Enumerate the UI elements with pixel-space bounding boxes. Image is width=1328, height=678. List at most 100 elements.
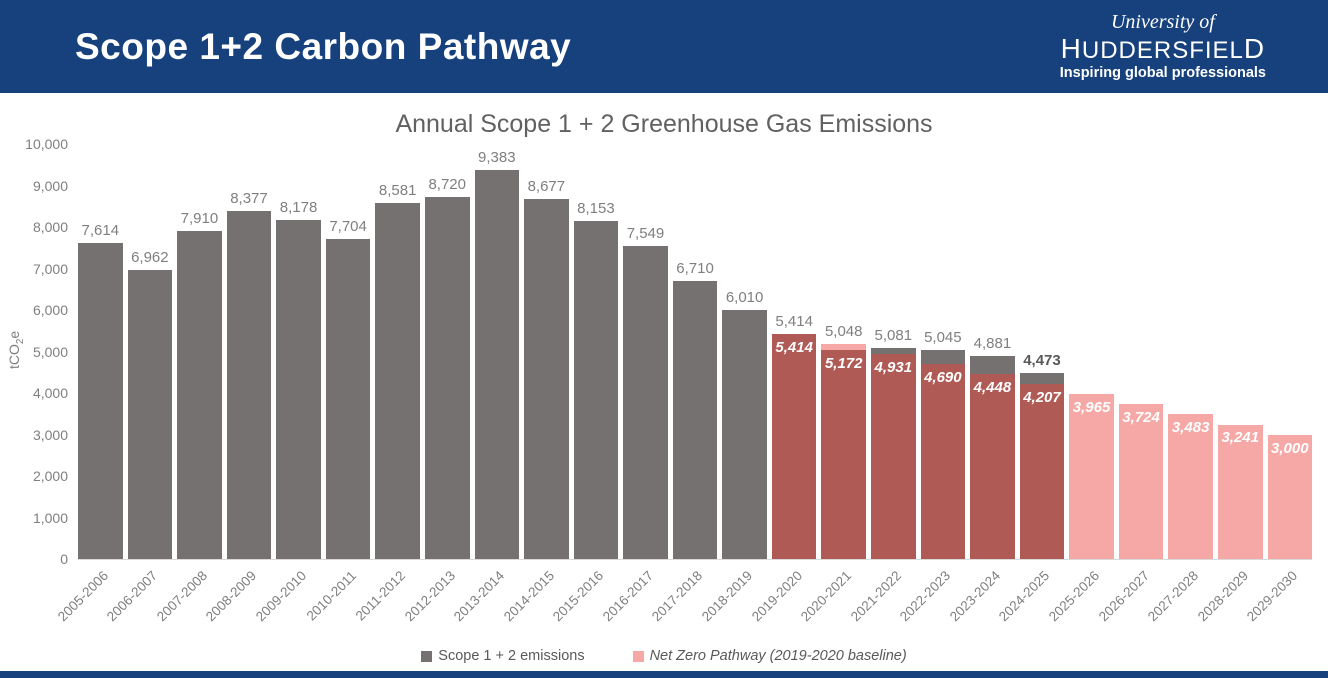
- bar-2009-2010: [276, 219, 321, 559]
- bar-slot-2014-2015: 8,677 2014-2015: [501, 144, 569, 624]
- x-axis-label: 2029-2030: [1244, 568, 1301, 625]
- bar-2029-2030: [1267, 434, 1313, 559]
- x-axis-label: 2023-2024: [946, 568, 1004, 625]
- bar-slot-2010-2011: 7,704 2010-2011: [303, 144, 371, 624]
- data-label-pathway: 3,965: [1072, 399, 1111, 417]
- bar-2028-2029: [1217, 424, 1263, 559]
- bar-2008-2009: [226, 211, 272, 559]
- data-label-emissions: 6,962: [131, 249, 169, 267]
- bar-segment-emissions: [573, 220, 619, 559]
- data-label-pathway: 3,000: [1271, 439, 1309, 457]
- data-label-pathway: 5,414: [775, 339, 813, 357]
- logo-tagline: Inspiring global professionals: [1059, 65, 1266, 82]
- y-tick: 0: [60, 551, 68, 567]
- x-axis-label: 2009-2010: [252, 568, 310, 625]
- x-axis-label: 2013-2014: [451, 568, 508, 625]
- bar-slot-2027-2028: 3,483 2027-2028: [1145, 144, 1213, 624]
- data-label-emissions: 6,010: [725, 288, 764, 306]
- bar-2005-2006: [78, 243, 123, 559]
- bar-segment-pathway: [1118, 404, 1164, 559]
- bar-segment-overlap: [821, 349, 866, 559]
- bar-segment-emissions: [474, 169, 520, 559]
- bar-segment-emissions: [672, 280, 718, 559]
- bar-2020-2021: [821, 344, 866, 559]
- x-axis-label: 2022-2023: [897, 568, 954, 625]
- bar-2026-2027: [1118, 404, 1164, 559]
- data-label-pathway: 5,172: [824, 354, 863, 372]
- data-label-pathway: 4,931: [874, 359, 913, 377]
- bar-segment-emissions: [524, 198, 569, 559]
- bar-2019-2020: [771, 334, 817, 559]
- y-tick: 4,000: [32, 385, 68, 401]
- bar-2010-2011: [325, 239, 371, 559]
- x-axis-label: 2026-2027: [1095, 568, 1152, 625]
- y-tick: 10,000: [25, 136, 68, 152]
- bar-segment-emissions: [325, 239, 371, 559]
- legend-label: Scope 1 + 2 emissions: [438, 648, 585, 664]
- bar-segment-pathway: [1069, 394, 1114, 559]
- bar-segment-emissions: [177, 230, 222, 559]
- bar-slot-2025-2026: 3,965 2025-2026: [1046, 144, 1114, 624]
- bar-segment-emissions: [722, 309, 767, 559]
- x-axis-label: 2020-2021: [798, 568, 855, 625]
- x-axis-label: 2019-2020: [748, 568, 805, 625]
- data-label-emissions: 8,178: [279, 198, 318, 216]
- legend-item: Net Zero Pathway (2019-2020 baseline): [632, 648, 907, 664]
- bar-2024-2025: [1019, 373, 1065, 559]
- x-axis-label: 2006-2007: [104, 568, 161, 625]
- data-label-emissions: 4,473: [1023, 352, 1061, 370]
- bar-segment-overlap: [871, 354, 916, 559]
- bar-2016-2017: [623, 245, 668, 559]
- data-label-emissions: 5,081: [874, 327, 913, 345]
- bar-slot-2015-2016: 8,153 2015-2016: [550, 144, 619, 624]
- data-label-emissions: 9,383: [478, 148, 516, 166]
- legend-swatch-icon: [421, 650, 433, 662]
- bar-segment-emissions: [127, 270, 173, 559]
- y-tick: 1,000: [32, 509, 68, 526]
- bar-slot-2024-2025: 4,473 4,207 2024-2025: [996, 144, 1065, 624]
- bar-slot-2026-2027: 3,724 2026-2027: [1095, 144, 1164, 624]
- data-label-pathway: 3,241: [1221, 429, 1259, 447]
- y-tick: 3,000: [32, 426, 68, 443]
- data-label-emissions: 8,581: [378, 181, 417, 199]
- bar-2015-2016: [573, 220, 619, 559]
- x-axis-label: 2008-2009: [203, 568, 260, 625]
- data-label-pathway: 4,448: [973, 379, 1012, 397]
- bar-segment-emissions: [1019, 373, 1065, 385]
- x-axis-label: 2015-2016: [550, 568, 607, 625]
- x-axis-label: 2014-2015: [500, 568, 557, 625]
- bar-2017-2018: [672, 280, 718, 559]
- y-axis-title-text2: e: [6, 330, 23, 339]
- bar-segment-emissions: [78, 243, 123, 559]
- data-label-pathway: 4,207: [1023, 389, 1061, 407]
- bar-segment-overlap: [1019, 384, 1065, 559]
- logo-university-of: University of: [1110, 11, 1215, 33]
- bar-2018-2019: [722, 309, 767, 559]
- bar-slot-2009-2010: 8,178 2009-2010: [253, 144, 321, 624]
- header-banner: Scope 1+2 Carbon Pathway University of H…: [0, 0, 1328, 93]
- legend-item: Scope 1 + 2 emissions: [421, 648, 585, 664]
- bar-segment-emissions: [920, 349, 966, 365]
- bar-2007-2008: [177, 230, 222, 559]
- bar-segment-pathway: [1168, 414, 1213, 559]
- data-label-pathway: 3,483: [1171, 419, 1210, 437]
- x-axis-label: 2021-2022: [847, 568, 904, 625]
- data-label-emissions: 7,704: [329, 218, 367, 236]
- data-label-emissions: 6,710: [676, 259, 714, 277]
- data-label-emissions: 5,045: [924, 328, 962, 346]
- bar-2023-2024: [970, 356, 1015, 559]
- data-label-emissions: 7,910: [180, 209, 219, 227]
- bar-slot-2016-2017: 7,549 2016-2017: [600, 144, 668, 624]
- x-axis-label: 2012-2013: [401, 568, 458, 625]
- bar-segment-emissions: [424, 197, 470, 559]
- data-label-pathway: 4,690: [924, 369, 962, 387]
- legend-swatch-icon: [632, 650, 644, 662]
- bars-layer: 7,614 2005-2006 6,962 2006-2007 7,910 2007-20…: [55, 144, 1313, 624]
- bar-2021-2022: [871, 348, 916, 559]
- bar-segment-emissions: [375, 202, 420, 559]
- y-tick: 5,000: [32, 343, 68, 360]
- bar-2025-2026: [1069, 394, 1114, 559]
- bar-slot-2011-2012: 8,581 2011-2012: [353, 144, 420, 624]
- bar-2022-2023: [920, 349, 966, 559]
